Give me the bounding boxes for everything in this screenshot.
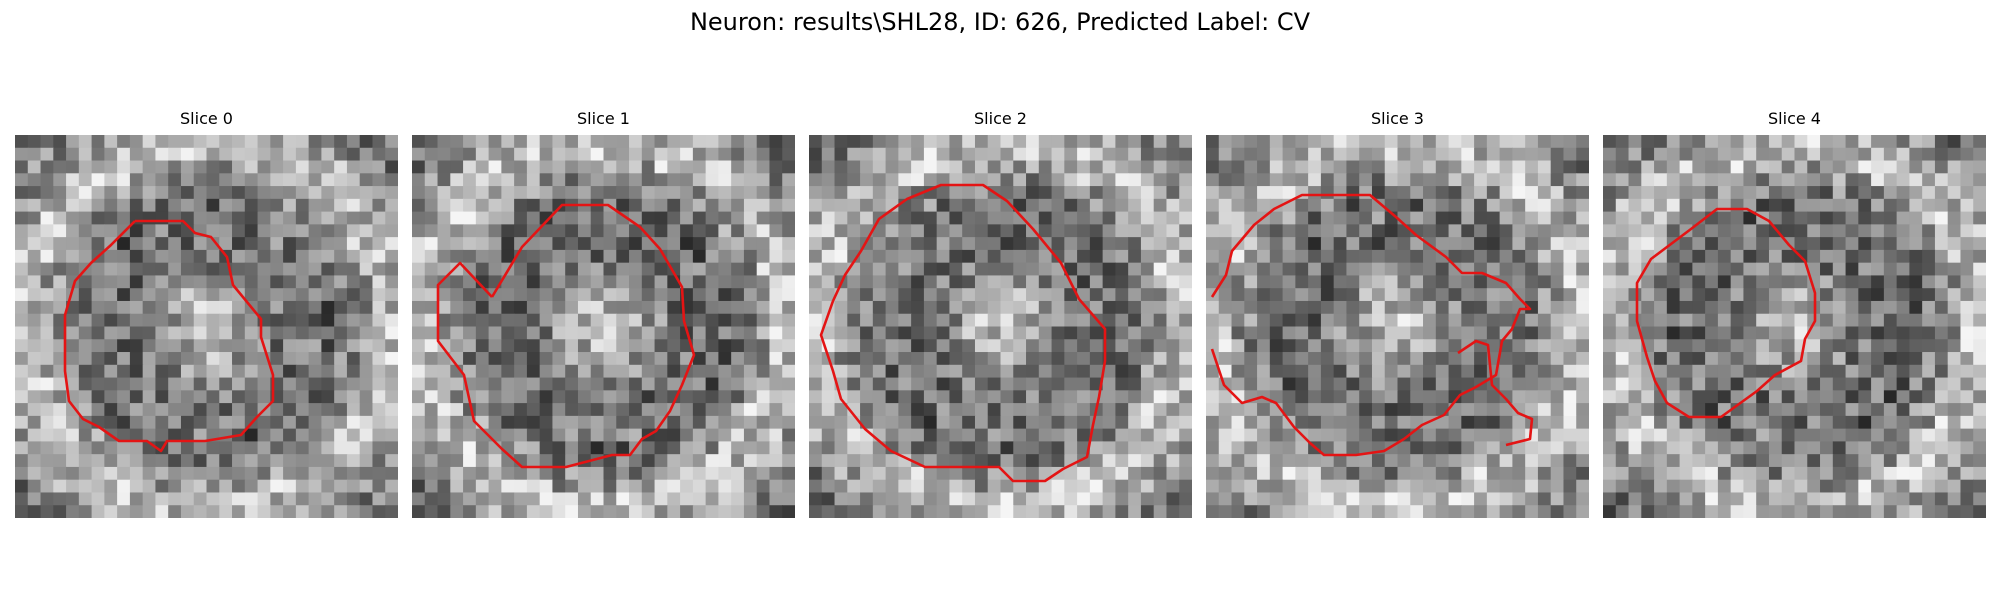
slice-title: Slice 3	[1371, 109, 1424, 128]
slice-panel-3: Slice 3	[1206, 110, 1589, 518]
segmentation-contour	[1210, 193, 1532, 457]
slice-title: Slice 2	[974, 109, 1027, 128]
segmentation-contour	[1635, 207, 1817, 419]
slice-image-0	[15, 135, 398, 518]
segmentation-contour	[63, 219, 275, 453]
pixel-grid	[412, 135, 795, 518]
slice-panel-0: Slice 0	[15, 110, 398, 518]
slice-title: Slice 4	[1768, 109, 1821, 128]
slice-title: Slice 0	[180, 109, 233, 128]
pixel-grid	[1603, 135, 1986, 518]
slice-image-1	[412, 135, 795, 518]
segmentation-contour	[1457, 339, 1534, 447]
segmentation-contour	[436, 203, 696, 469]
slice-image-3	[1206, 135, 1589, 518]
slice-image-4	[1603, 135, 1986, 518]
segmentation-contour	[819, 183, 1107, 483]
slice-panel-1: Slice 1	[412, 110, 795, 518]
slice-title: Slice 1	[577, 109, 630, 128]
pixel-grid	[1206, 135, 1589, 518]
pixel-grid	[809, 135, 1192, 518]
figure-title: Neuron: results\SHL28, ID: 626, Predicte…	[689, 8, 1311, 36]
slice-panel-4: Slice 4	[1603, 110, 1986, 518]
pixel-grid	[15, 135, 398, 518]
slice-panel-2: Slice 2	[809, 110, 1192, 518]
slice-image-2	[809, 135, 1192, 518]
